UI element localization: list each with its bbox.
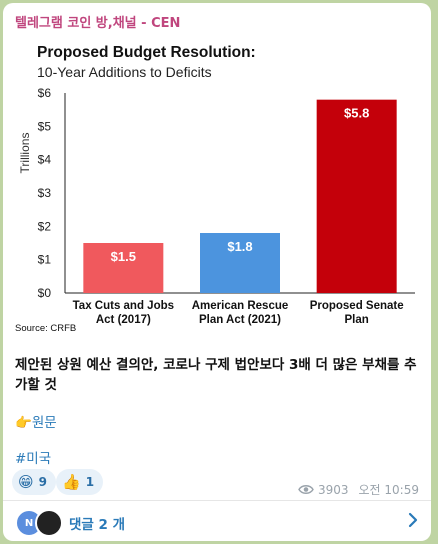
comments-button[interactable]: N 댓글 2 개 (3, 501, 431, 541)
y-tick-label: $0 (38, 286, 52, 300)
x-category-label: American Rescue (192, 300, 289, 312)
x-category-label: Act (2017) (96, 314, 151, 326)
message-time: 오전 10:59 (358, 483, 419, 497)
source-link-text[interactable]: 원문 (31, 415, 57, 431)
eye-icon (298, 485, 314, 494)
bar-data-label: $1.5 (111, 249, 136, 264)
chart-subtitle: 10-Year Additions to Deficits (37, 64, 212, 80)
avatar (35, 509, 63, 537)
message-text: 제안된 상원 예산 결의안, 코로나 구제 법안보다 3배 더 많은 부채를 추… (15, 357, 417, 393)
y-tick-label: $6 (38, 86, 52, 100)
chart-title: Proposed Budget Resolution: (37, 44, 256, 61)
bar-data-label: $1.8 (227, 239, 252, 254)
y-tick-label: $5 (38, 119, 52, 133)
grin-emoji-icon: 😁 (18, 473, 34, 491)
x-category-label: Plan (345, 314, 369, 326)
bar (83, 243, 164, 293)
view-count-value: 3903 (317, 482, 349, 497)
comments-label: 댓글 2 개 (69, 517, 126, 533)
chevron-right-icon (408, 512, 418, 528)
chart-image[interactable]: Proposed Budget Resolution: 10-Year Addi… (15, 35, 419, 335)
bar-data-label: $5.8 (344, 106, 369, 121)
source-link[interactable]: 👉원문 (15, 411, 57, 431)
reaction-thumbs-up[interactable]: 👍 1 (56, 469, 104, 495)
reaction-count: 1 (85, 475, 95, 489)
chart-svg: Proposed Budget Resolution: 10-Year Addi… (15, 44, 415, 334)
channel-name[interactable]: 텔레그램 코인 방,채널 - CEN (15, 16, 181, 31)
reaction-grin[interactable]: 😁 9 (12, 469, 56, 495)
message-meta: 3903 오전 10:59 (298, 481, 419, 498)
x-category-label: Tax Cuts and Jobs (73, 300, 174, 312)
chart-y-axis-label: Trillions (18, 133, 32, 174)
view-count: 3903 (298, 483, 349, 497)
reaction-count: 9 (38, 475, 47, 489)
y-tick-label: $1 (38, 253, 52, 267)
y-tick-label: $2 (38, 219, 52, 233)
thumbs-up-icon: 👍 (62, 473, 81, 491)
divider (3, 500, 431, 501)
x-category-label: Proposed Senate (310, 300, 404, 312)
x-category-label: Plan Act (2021) (199, 314, 281, 326)
y-tick-label: $3 (38, 186, 52, 200)
hashtag-link[interactable]: #미국 (15, 451, 52, 467)
chart-source: Source: CRFB (15, 323, 76, 334)
bar (200, 233, 280, 293)
message-card: 텔레그램 코인 방,채널 - CEN Proposed Budget Resol… (3, 3, 431, 541)
pointing-hand-icon: 👉 (15, 415, 32, 431)
y-tick-label: $4 (38, 153, 52, 167)
bar (316, 99, 397, 294)
